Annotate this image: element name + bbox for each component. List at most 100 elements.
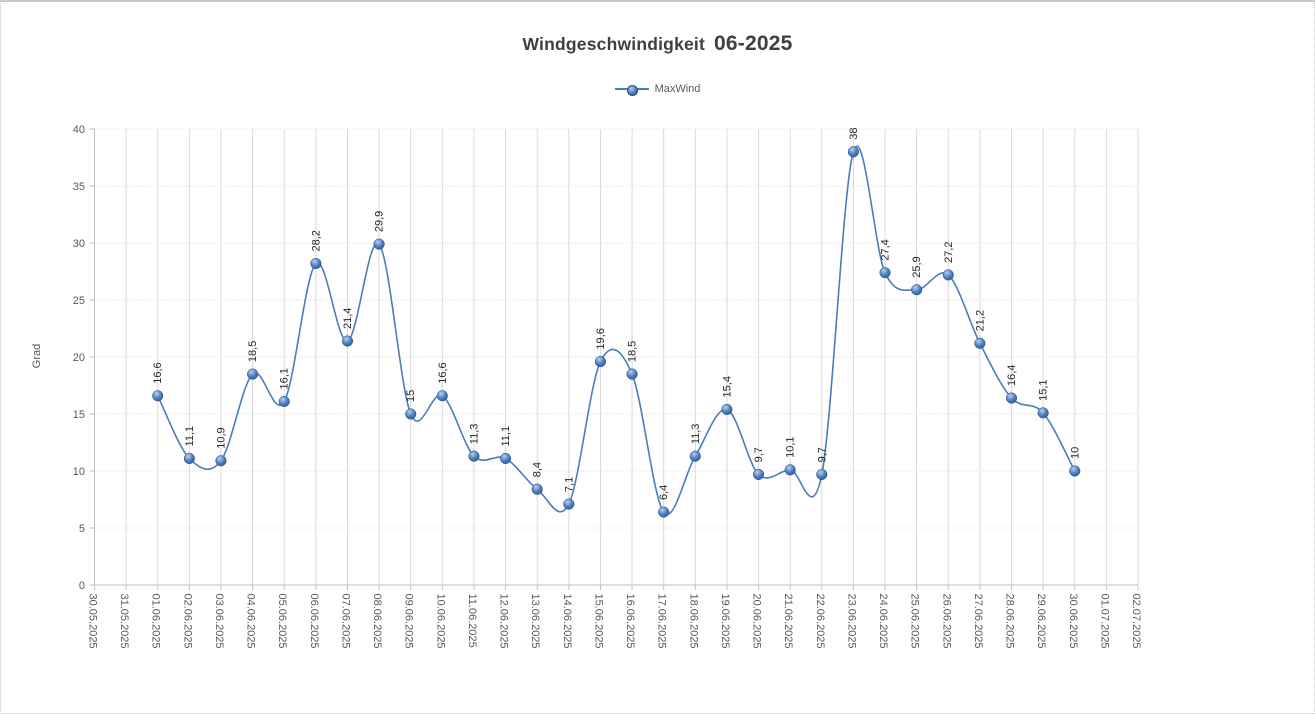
x-tick-label: 31.05.2025 xyxy=(118,594,130,649)
x-tick-label: 26.06.2025 xyxy=(940,594,952,649)
data-label: 18,5 xyxy=(627,341,639,362)
data-point-marker xyxy=(468,450,480,462)
data-point-marker xyxy=(721,403,733,415)
data-label: 10,1 xyxy=(785,436,797,457)
x-tick-label: 08.06.2025 xyxy=(371,594,383,649)
legend[interactable]: MaxWind xyxy=(1,83,1314,96)
data-point-marker xyxy=(405,408,417,420)
data-point-marker xyxy=(974,337,986,349)
data-point-marker xyxy=(247,368,259,380)
x-tick-label: 04.06.2025 xyxy=(245,594,257,649)
x-tick-label: 16.06.2025 xyxy=(624,594,636,649)
y-tick-label: 25 xyxy=(73,295,85,307)
x-tick-label: 03.06.2025 xyxy=(213,594,225,649)
data-label: 16,6 xyxy=(152,362,164,383)
y-tick-label: 20 xyxy=(73,352,85,364)
x-tick-label: 24.06.2025 xyxy=(877,594,889,649)
data-label: 19,6 xyxy=(595,328,607,349)
data-point-marker xyxy=(847,146,859,158)
x-tick-label: 14.06.2025 xyxy=(561,594,573,649)
data-point-marker xyxy=(563,498,575,510)
legend-marker-icon xyxy=(627,84,639,96)
x-tick-label: 18.06.2025 xyxy=(687,594,699,649)
data-point-marker xyxy=(341,335,354,347)
data-point-marker xyxy=(152,390,164,402)
data-point-marker xyxy=(658,506,670,518)
x-tick-label: 23.06.2025 xyxy=(845,594,857,649)
data-point-marker xyxy=(183,452,195,465)
x-tick-label: 27.06.2025 xyxy=(972,594,984,649)
x-tick-label: 30.05.2025 xyxy=(87,594,99,649)
x-tick-label: 28.06.2025 xyxy=(1004,594,1016,649)
data-point-marker xyxy=(879,267,891,279)
y-tick-label: 35 xyxy=(73,181,85,193)
x-tick-label: 05.06.2025 xyxy=(276,594,288,649)
data-label: 8,4 xyxy=(532,462,544,477)
data-point-marker xyxy=(753,468,765,480)
data-label: 27,2 xyxy=(943,241,955,262)
data-label: 9,7 xyxy=(816,447,828,462)
data-label: 11,3 xyxy=(690,424,702,445)
y-tick-label: 15 xyxy=(73,409,85,421)
axes xyxy=(89,128,1139,590)
y-tick-label: 30 xyxy=(73,238,85,250)
data-label: 27,4 xyxy=(880,239,892,260)
chart-title-period: 06-2025 xyxy=(714,32,793,55)
x-tick-label: 19.06.2025 xyxy=(719,594,731,649)
data-label: 21,2 xyxy=(974,310,986,331)
legend-line-icon xyxy=(614,84,649,96)
data-point-marker xyxy=(373,238,385,250)
data-label: 16,4 xyxy=(1006,365,1018,386)
x-tick-label: 21.06.2025 xyxy=(782,594,794,649)
x-tick-label: 09.06.2025 xyxy=(403,594,415,649)
x-tick-label: 10.06.2025 xyxy=(434,594,446,649)
data-label: 15,1 xyxy=(1038,379,1050,400)
data-label: 28,2 xyxy=(310,230,322,251)
y-tick-label: 10 xyxy=(73,466,85,478)
data-point-markers xyxy=(152,146,1081,518)
x-tick-label: 15.06.2025 xyxy=(592,594,604,649)
x-tick-label: 29.06.2025 xyxy=(1035,594,1047,649)
x-tick-label: 25.06.2025 xyxy=(909,594,921,649)
chart-title-text: Windgeschwindigkeit xyxy=(522,34,706,54)
data-label: 29,9 xyxy=(374,211,386,232)
data-point-marker xyxy=(1005,392,1018,404)
data-label: 11,1 xyxy=(184,426,196,447)
series-line xyxy=(157,145,1076,516)
data-point-marker xyxy=(816,468,828,480)
data-label: 38 xyxy=(848,128,860,140)
x-tick-label: 01.07.2025 xyxy=(1098,594,1110,649)
data-point-marker xyxy=(531,483,543,495)
x-tick-label: 17.06.2025 xyxy=(656,594,668,649)
data-point-marker xyxy=(436,390,448,402)
data-point-marker xyxy=(310,257,322,270)
data-point-marker xyxy=(215,455,227,467)
data-label: 15,4 xyxy=(721,376,733,397)
data-point-marker xyxy=(278,395,290,408)
data-point-marker xyxy=(689,450,701,462)
data-point-marker xyxy=(911,284,923,296)
chart-title: Windgeschwindigkeit 06-2025 xyxy=(1,32,1314,56)
data-point-marker xyxy=(942,269,954,281)
data-point-marker xyxy=(1069,465,1081,477)
gridlines xyxy=(94,128,1139,585)
data-label: 18,5 xyxy=(247,341,259,362)
data-label: 15 xyxy=(405,390,417,402)
data-point-marker xyxy=(594,356,606,368)
data-label: 21,4 xyxy=(342,308,354,329)
data-point-marker xyxy=(1037,407,1049,419)
y-tick-label: 0 xyxy=(79,580,85,592)
x-tick-label: 02.06.2025 xyxy=(181,594,193,649)
x-axis-tick-labels: 30.05.2025 31.05.2025 01.06.2025 02.06.2025… xyxy=(87,594,1143,649)
data-label: 6,4 xyxy=(658,485,670,500)
data-label: 10,9 xyxy=(215,427,227,448)
data-label: 9,7 xyxy=(753,447,765,462)
x-tick-label: 02.07.2025 xyxy=(1130,594,1142,649)
data-labels: 16,6 11,1 10,9 18,5 16,1 28,2 21,4 29,9 15 16,6 11… xyxy=(152,128,1081,500)
x-tick-label: 13.06.2025 xyxy=(529,594,541,649)
data-label: 7,1 xyxy=(563,477,575,492)
x-tick-label: 11.06.2025 xyxy=(466,594,478,648)
data-label: 16,6 xyxy=(437,362,449,383)
